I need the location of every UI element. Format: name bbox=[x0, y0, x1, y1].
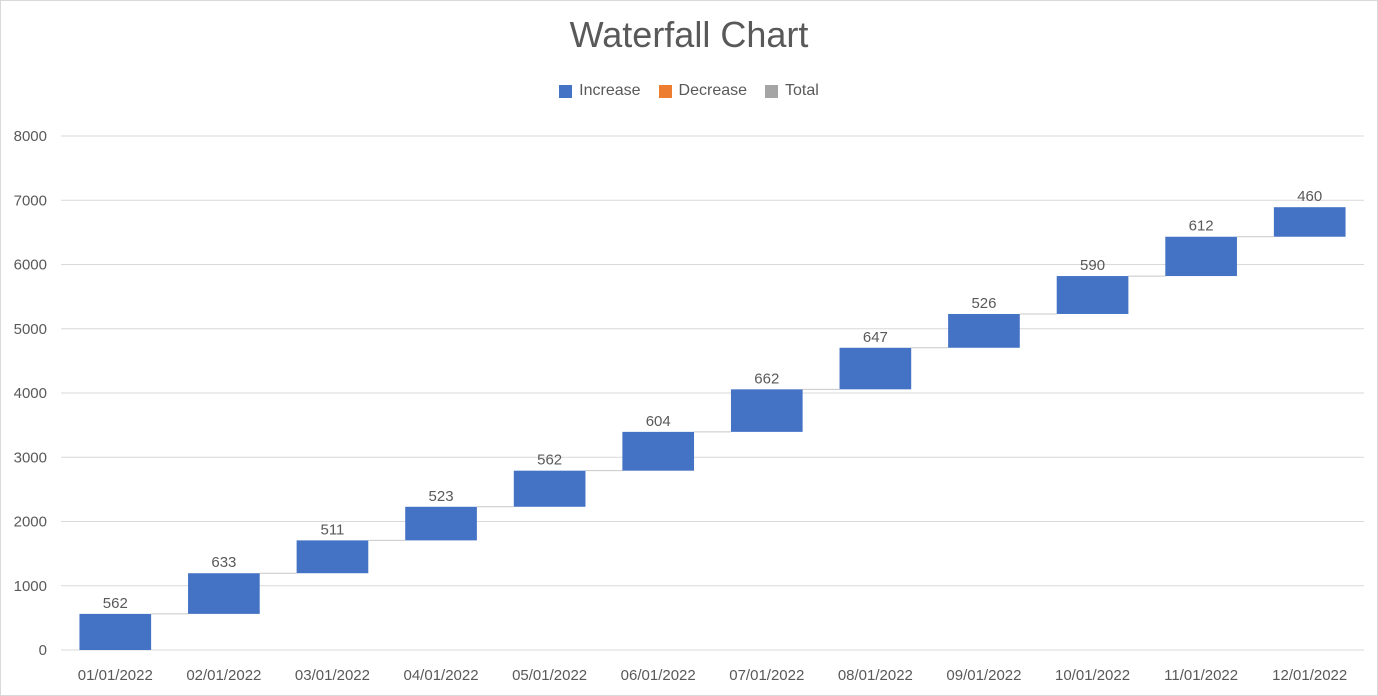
waterfall-bar bbox=[948, 313, 1020, 348]
y-tick-label: 2000 bbox=[14, 514, 47, 531]
waterfall-bar bbox=[839, 347, 912, 390]
x-tick-label: 10/01/2022 bbox=[1055, 667, 1130, 684]
data-label: 590 bbox=[1080, 257, 1105, 274]
y-tick-label: 4000 bbox=[14, 385, 47, 402]
y-tick-label: 3000 bbox=[14, 449, 47, 466]
x-tick-label: 01/01/2022 bbox=[78, 667, 153, 684]
legend-label-total: Total bbox=[785, 82, 819, 99]
data-label: 612 bbox=[1189, 218, 1214, 235]
waterfall-bar bbox=[622, 431, 695, 471]
waterfall-bar bbox=[513, 470, 586, 507]
waterfall-bar bbox=[1165, 236, 1237, 277]
x-tick-label: 09/01/2022 bbox=[946, 667, 1021, 684]
x-axis-ticks: 01/01/2022 02/01/2022 03/01/2022 04/01/2022… bbox=[78, 667, 1347, 684]
chart-title: Waterfall Chart bbox=[569, 14, 809, 55]
legend-label-decrease: Decrease bbox=[678, 82, 748, 99]
x-tick-label: 11/01/2022 bbox=[1164, 667, 1238, 684]
waterfall-bar bbox=[296, 540, 369, 574]
data-label: 511 bbox=[320, 521, 344, 538]
waterfall-bar bbox=[1273, 207, 1346, 237]
legend-swatch-total bbox=[765, 84, 779, 98]
data-label: 562 bbox=[537, 452, 562, 469]
legend-label-increase: Increase bbox=[579, 82, 641, 99]
y-axis-ticks: 0 1000 2000 3000 4000 5000 6000 7000 8000 bbox=[14, 128, 47, 659]
data-label: 662 bbox=[754, 370, 779, 387]
legend-swatch-decrease bbox=[658, 84, 672, 98]
x-tick-label: 07/01/2022 bbox=[729, 667, 804, 684]
data-labels: 562 633 511 523 562 604 662 647 526 590 612 460 bbox=[103, 188, 1322, 612]
y-tick-label: 7000 bbox=[14, 192, 47, 209]
data-label: 633 bbox=[211, 554, 236, 571]
x-tick-label: 02/01/2022 bbox=[186, 667, 261, 684]
data-label: 523 bbox=[429, 488, 454, 505]
y-tick-label: 5000 bbox=[14, 321, 47, 338]
x-tick-label: 12/01/2022 bbox=[1272, 667, 1347, 684]
waterfall-bar bbox=[188, 573, 260, 614]
legend-item-decrease: Decrease bbox=[658, 82, 748, 100]
legend-item-increase: Increase bbox=[559, 82, 641, 100]
x-tick-label: 04/01/2022 bbox=[404, 667, 479, 684]
y-tick-label: 0 bbox=[39, 642, 47, 659]
data-label: 526 bbox=[971, 295, 996, 312]
data-label: 562 bbox=[103, 595, 128, 612]
data-label: 460 bbox=[1297, 188, 1322, 205]
waterfall-bar bbox=[405, 506, 477, 541]
data-label: 604 bbox=[646, 413, 671, 430]
y-tick-label: 1000 bbox=[14, 578, 47, 595]
data-label: 647 bbox=[863, 329, 888, 346]
connectors bbox=[151, 236, 1274, 615]
gridlines bbox=[61, 135, 1364, 651]
waterfall-bar bbox=[79, 613, 152, 650]
waterfall-bar bbox=[1056, 276, 1129, 314]
x-tick-label: 06/01/2022 bbox=[621, 667, 696, 684]
x-tick-label: 08/01/2022 bbox=[838, 667, 913, 684]
legend-swatch-increase bbox=[559, 84, 573, 98]
legend: Increase Decrease Total bbox=[0, 82, 1378, 100]
x-tick-label: 03/01/2022 bbox=[295, 667, 370, 684]
bars bbox=[79, 207, 1346, 650]
legend-item-total: Total bbox=[765, 82, 819, 100]
y-tick-label: 8000 bbox=[14, 128, 47, 145]
x-tick-label: 05/01/2022 bbox=[512, 667, 587, 684]
y-tick-label: 6000 bbox=[14, 257, 47, 274]
waterfall-bar bbox=[730, 389, 803, 432]
